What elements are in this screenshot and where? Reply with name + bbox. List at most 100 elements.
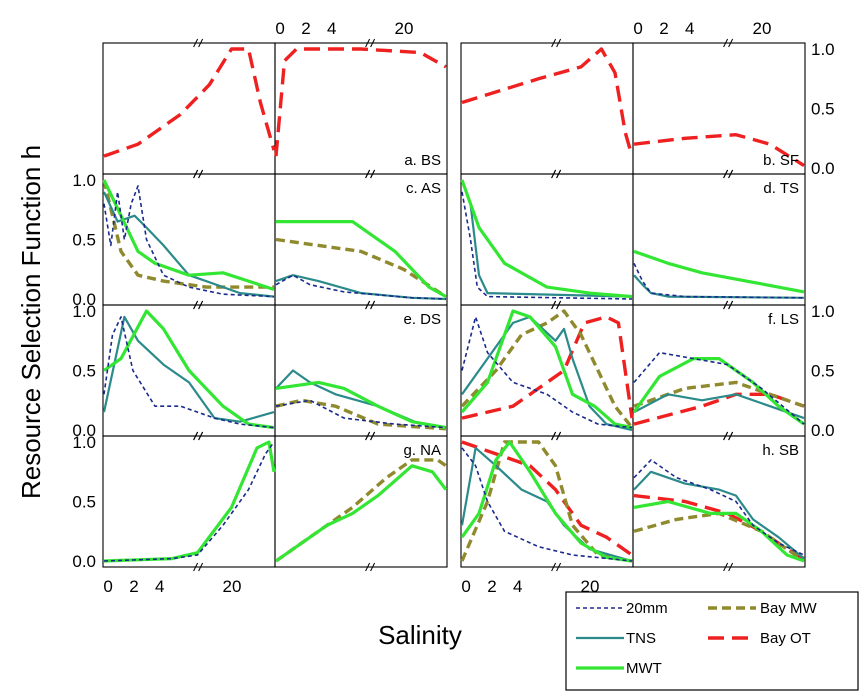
- axis-break-mark: [193, 562, 204, 572]
- subplot-frame: [102, 435, 276, 568]
- panel-cas: c. AS: [102, 169, 448, 310]
- x-tick-label: 4: [513, 577, 522, 596]
- series-line-mwt: [103, 440, 276, 563]
- series-line-mwt: [460, 440, 633, 563]
- panel-hsb: h. SB: [460, 431, 806, 572]
- series-line-bayot: [461, 315, 634, 420]
- x-tick-label: 2: [301, 19, 310, 38]
- y-tick-label: 0.5: [72, 362, 96, 381]
- y-tick-label: 0.0: [811, 421, 835, 440]
- legend: 20mm Bay MW TNS Bay OT MWT: [565, 591, 859, 691]
- legend-bayot-label: Bay OT: [760, 630, 811, 647]
- series-line-bayot: [461, 440, 633, 557]
- axis-break-mark: [193, 38, 204, 48]
- axis-break-mark: [365, 38, 376, 48]
- y-tick-label: 1.0: [72, 171, 96, 190]
- y-tick-label: 0.5: [811, 362, 835, 381]
- series-line-20mm: [275, 274, 447, 300]
- y-tick-label: 1.0: [811, 302, 835, 321]
- axis-break-mark: [723, 562, 734, 572]
- series-line-mwt: [460, 309, 633, 430]
- subplot-frame: [460, 42, 634, 175]
- panel-eds: e. DS: [102, 300, 448, 441]
- panel-label: e. DS: [403, 311, 441, 328]
- axis-break-mark: [193, 431, 204, 441]
- y-tick-label: 1.0: [72, 433, 96, 452]
- axis-break-mark: [723, 300, 734, 310]
- panel-abs: a. BS: [102, 38, 448, 179]
- x-tick-label: 2: [487, 577, 496, 596]
- panels-layer: a. BS b. SF c. AS d. TS e. DS f. LS g. NA h. SB: [102, 38, 806, 572]
- axis-break-mark: [365, 300, 376, 310]
- x-tick-label: 20: [223, 577, 242, 596]
- series-line-20mm: [103, 441, 275, 562]
- series-line-20mm: [461, 191, 633, 300]
- x-tick-label: 20: [581, 577, 600, 596]
- subplot-frame: [102, 42, 276, 175]
- series-line-20mm: [633, 351, 805, 425]
- series-line-tns: [461, 315, 633, 432]
- axis-break-mark: [723, 169, 734, 179]
- series-line-bayot: [274, 47, 447, 157]
- subplot-frame: [274, 435, 448, 568]
- panel-fls: f. LS: [460, 300, 806, 441]
- axis-break-mark: [365, 431, 376, 441]
- y-tick-label: 0.5: [72, 493, 96, 512]
- x-tick-label: 0: [103, 577, 112, 596]
- x-tick-label: 0: [275, 19, 284, 38]
- legend-baymw-label: Bay MW: [760, 600, 818, 617]
- subplot-frame: [632, 435, 806, 568]
- ticks-layer: 0.00.51.00.00.51.00.00.51.00.00.51.00.00…: [72, 19, 834, 596]
- axis-break-mark: [551, 562, 562, 572]
- series-line-bayot: [103, 47, 276, 158]
- series-line-20mm: [103, 316, 275, 429]
- y-axis-title: Resource Selection Function h: [16, 145, 46, 499]
- series-line-baymw: [275, 458, 447, 563]
- series-line-mwt: [632, 357, 805, 426]
- series-line-20mm: [633, 459, 805, 556]
- series-line-20mm: [103, 185, 275, 298]
- panel-label: g. NA: [403, 442, 441, 459]
- y-tick-label: 0.0: [72, 290, 96, 309]
- x-tick-label: 20: [753, 19, 772, 38]
- legend-20mm-label: 20mm: [626, 600, 668, 617]
- series-line-bayot: [633, 493, 805, 561]
- axis-break-mark: [365, 562, 376, 572]
- series-line-mwt: [276, 220, 447, 298]
- series-line-mwt: [275, 464, 448, 563]
- series-line-mwt: [103, 309, 275, 430]
- x-tick-label: 4: [327, 19, 336, 38]
- series-line-tns: [633, 470, 805, 560]
- series-line-mwt: [633, 249, 805, 294]
- series-line-bayot: [633, 133, 805, 168]
- axis-break-mark: [193, 300, 204, 310]
- axis-break-mark: [551, 431, 562, 441]
- legend-tns-label: TNS: [626, 630, 656, 647]
- series-line-20mm: [633, 262, 805, 299]
- series-line-tns: [633, 274, 805, 299]
- x-tick-label: 4: [155, 577, 164, 596]
- x-axis-title: Salinity: [378, 620, 462, 650]
- y-tick-label: 0.0: [811, 159, 835, 178]
- x-tick-label: 2: [129, 577, 138, 596]
- x-tick-label: 4: [685, 19, 694, 38]
- series-line-baymw: [460, 309, 634, 429]
- series-line-20mm: [275, 399, 447, 429]
- axis-break-mark: [551, 169, 562, 179]
- x-tick-label: 0: [633, 19, 642, 38]
- series-line-tns: [633, 393, 805, 420]
- series-line-tns: [102, 315, 275, 423]
- panel-label: f. LS: [768, 311, 799, 328]
- series-line-20mm: [461, 447, 633, 562]
- axis-break-mark: [723, 38, 734, 48]
- panel-gna: g. NA: [102, 431, 448, 572]
- series-line-20mm: [461, 316, 633, 429]
- y-tick-label: 0.5: [72, 231, 96, 250]
- panel-label: b. SF: [763, 152, 799, 169]
- series-line-baymw: [275, 237, 447, 299]
- series-line-mwt: [633, 499, 805, 563]
- x-tick-label: 2: [659, 19, 668, 38]
- axis-break-mark: [551, 38, 562, 48]
- axis-break-mark: [551, 300, 562, 310]
- y-tick-label: 0.0: [72, 552, 96, 571]
